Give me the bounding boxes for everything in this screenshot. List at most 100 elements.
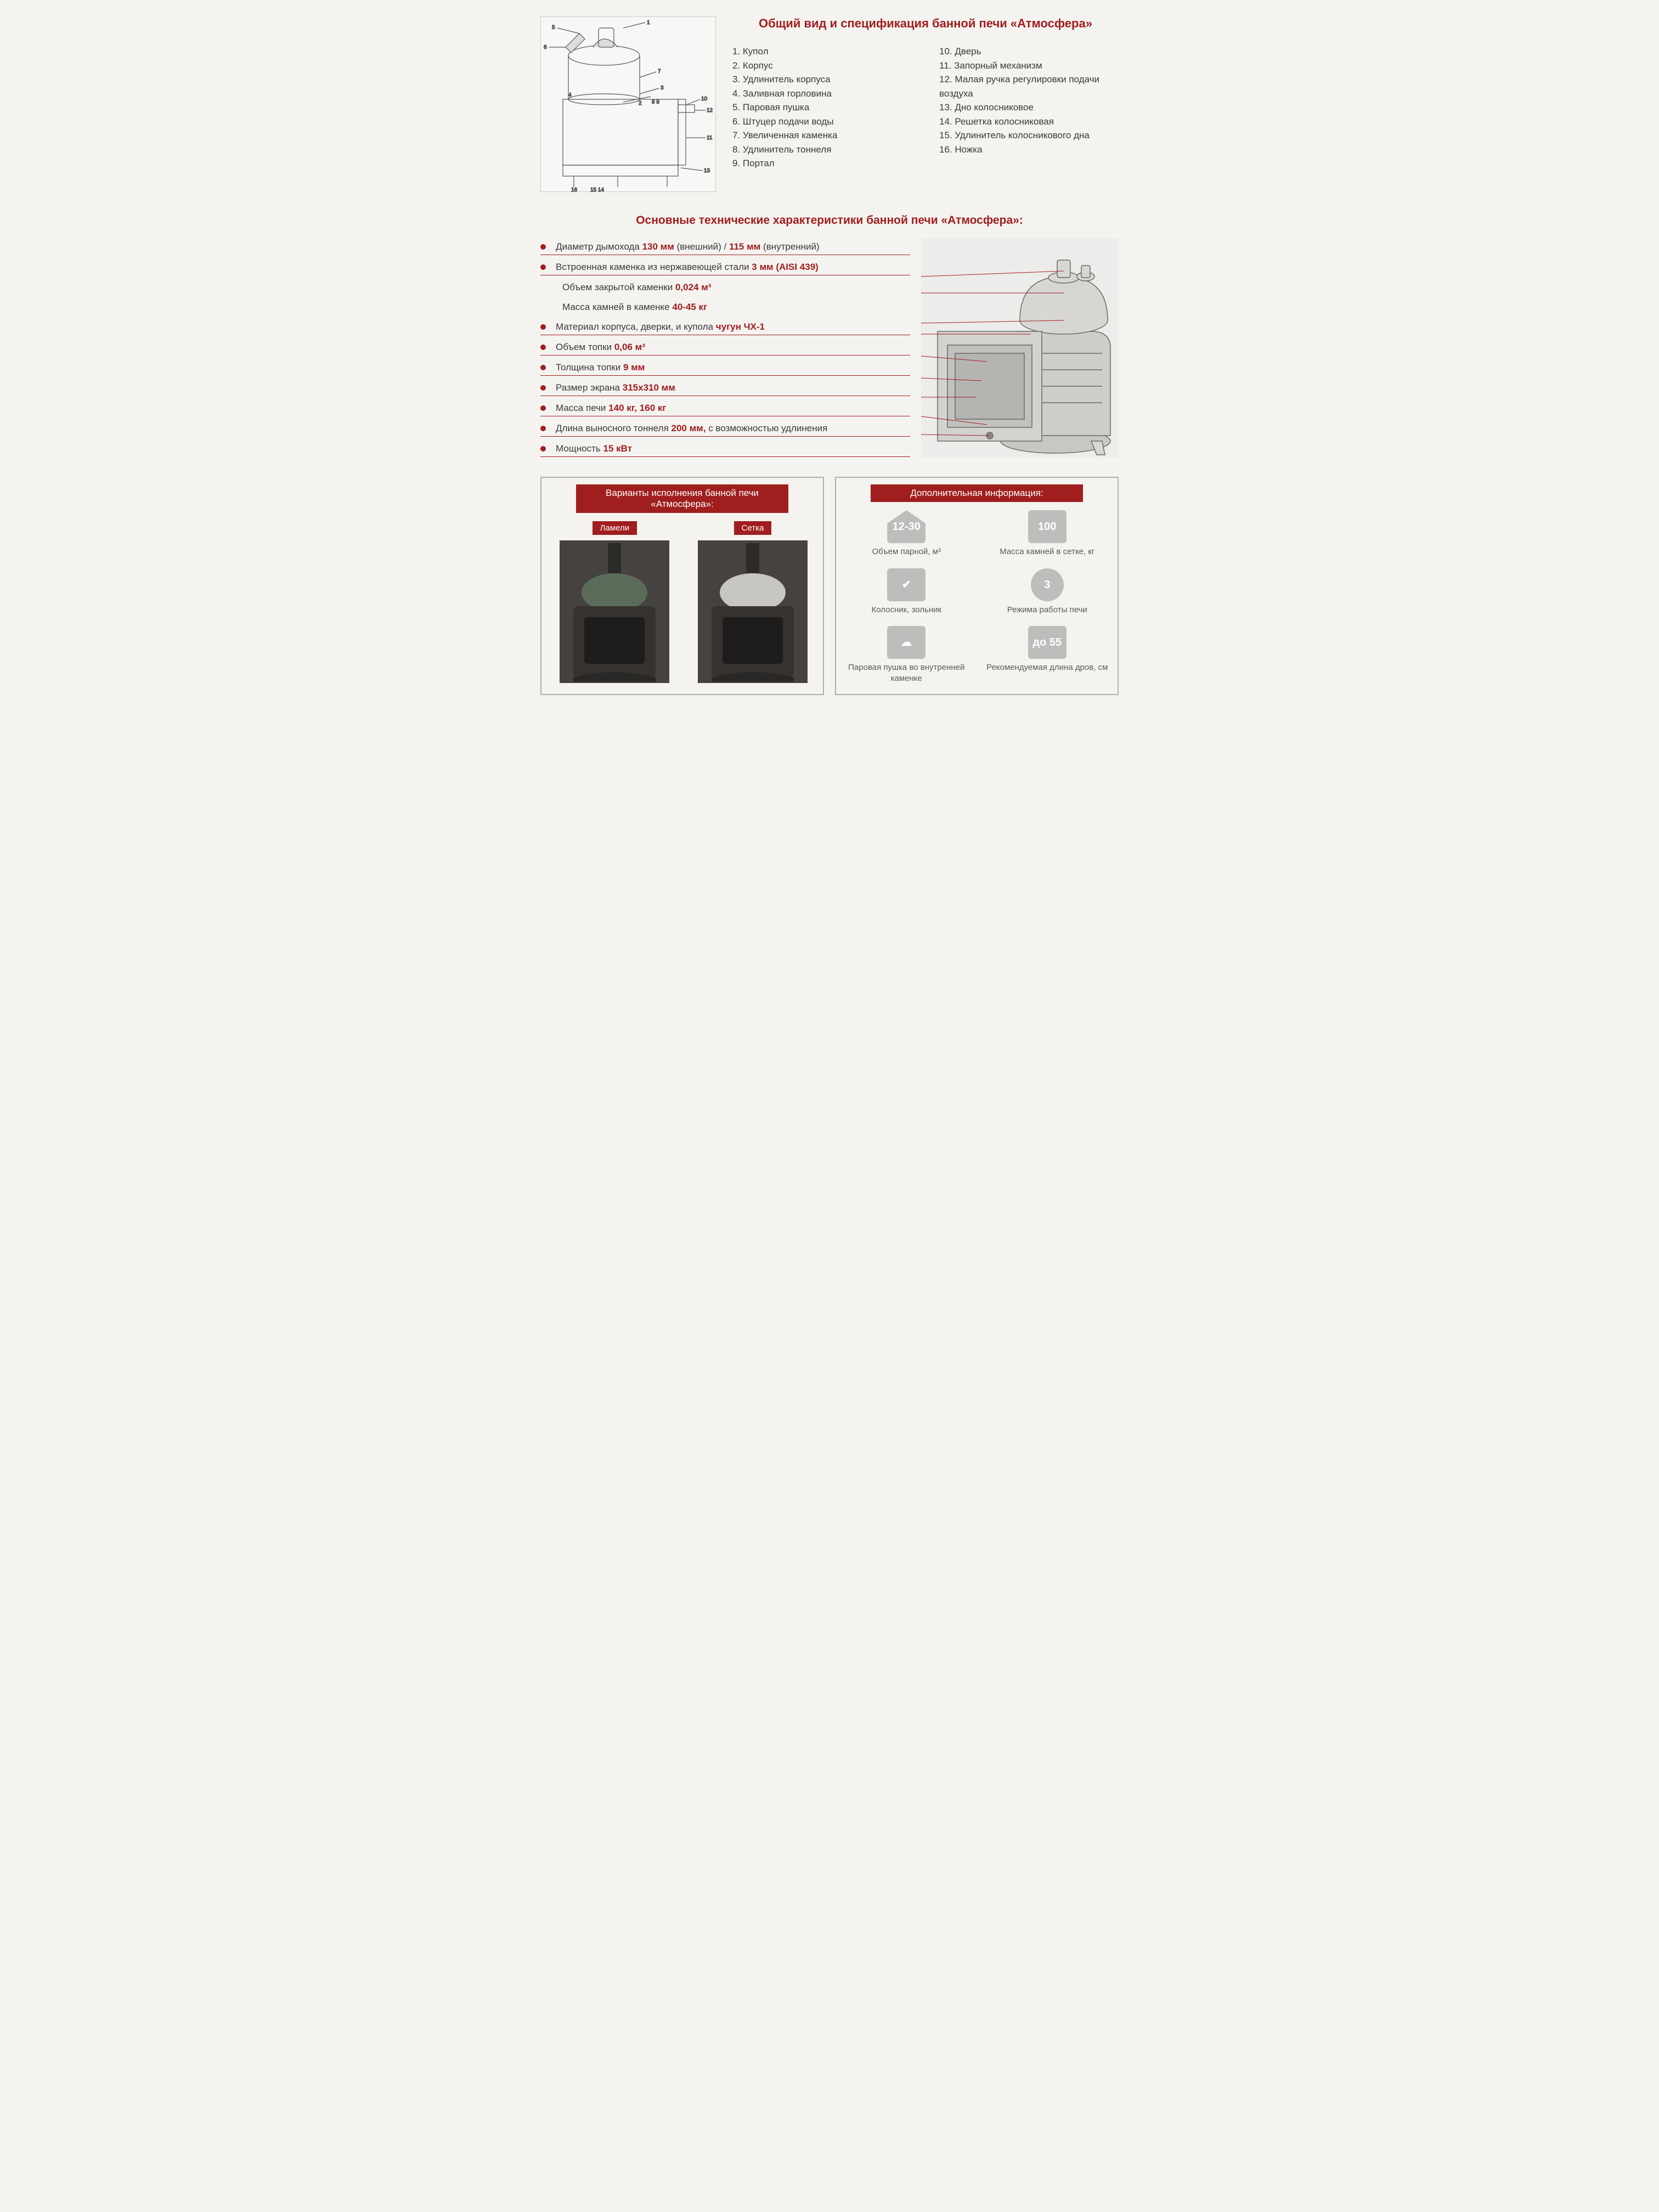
svg-text:13: 13 — [704, 168, 710, 174]
bullet-icon — [540, 365, 546, 370]
bullet-icon — [540, 345, 546, 350]
info-icon: 100 — [1028, 510, 1066, 543]
svg-text:8 9: 8 9 — [652, 99, 659, 105]
bullet-icon — [540, 324, 546, 330]
tech-line: Объем топки 0,06 м³ — [540, 338, 910, 356]
parts-list: 1. Купол2. Корпус3. Удлинитель корпуса4.… — [732, 44, 1119, 171]
variant-label: Сетка — [734, 521, 772, 535]
parts-col-2: 10. Дверь11. Запорный механизм12. Малая … — [939, 44, 1119, 171]
variants-title: Варианты исполнения банной печи «Атмосфе… — [576, 484, 788, 513]
stove-thumbnail — [560, 540, 669, 683]
svg-text:4: 4 — [568, 92, 572, 98]
tech-text: Встроенная каменка из нержавеющей стали … — [556, 262, 819, 273]
tech-text: Размер экрана 315х310 мм — [556, 382, 675, 393]
part-item: 1. Купол — [732, 44, 912, 59]
info-label: Колосник, зольник — [871, 605, 941, 616]
part-item: 2. Корпус — [732, 59, 912, 73]
info-icon: до 55 — [1028, 626, 1066, 659]
bottom-section: Варианты исполнения банной печи «Атмосфе… — [540, 477, 1119, 695]
info-icon: ☁ — [887, 626, 926, 659]
svg-text:3: 3 — [661, 85, 664, 91]
variants-box: Варианты исполнения банной печи «Атмосфе… — [540, 477, 824, 695]
tech-line: Объем закрытой каменки 0,024 м³ — [540, 279, 910, 295]
stove-thumbnail — [698, 540, 808, 683]
part-item: 4. Заливная горловина — [732, 87, 912, 101]
stove-render — [921, 238, 1119, 458]
tech-specs-section: Основные технические характеристики банн… — [540, 214, 1119, 460]
tech-line: Размер экрана 315х310 мм — [540, 379, 910, 396]
tech-line: Масса камней в каменке 40-45 кг — [540, 298, 910, 315]
info-icon: 3 — [1031, 568, 1064, 601]
tech-title: Основные технические характеристики банн… — [540, 214, 1119, 227]
svg-text:7: 7 — [658, 69, 661, 75]
part-item: 6. Штуцер подачи воды — [732, 115, 912, 129]
info-label: Масса камней в сетке, кг — [1000, 546, 1094, 557]
tech-text: Масса камней в каменке 40-45 кг — [562, 302, 707, 313]
tech-text: Масса печи 140 кг, 160 кг — [556, 403, 666, 414]
tech-line: Материал корпуса, дверки, и купола чугун… — [540, 318, 910, 335]
info-label: Режима работы печи — [1007, 605, 1087, 616]
bullet-icon — [540, 405, 546, 411]
info-cell: ✔ Колосник, зольник — [844, 568, 969, 616]
svg-text:16: 16 — [571, 187, 578, 193]
tech-line: Длина выносного тоннеля 200 мм, с возмож… — [540, 420, 910, 437]
info-label: Рекомендуемая длина дров, см — [986, 662, 1108, 673]
svg-text:6: 6 — [544, 44, 547, 50]
svg-text:12: 12 — [707, 108, 713, 114]
variant: Сетка — [691, 521, 815, 686]
info-icon: 12-30 — [887, 510, 926, 543]
info-cell: 3 Режима работы печи — [985, 568, 1110, 616]
overview-section: 1 5 6 7 3 2 8 9 10 12 11 13 16 15 14 4 О… — [540, 16, 1119, 192]
part-item: 7. Увеличенная каменка — [732, 128, 912, 143]
part-item: 3. Удлинитель корпуса — [732, 72, 912, 87]
svg-text:5: 5 — [552, 25, 555, 31]
part-item: 12. Малая ручка регулировки подачи возду… — [939, 72, 1119, 100]
bullet-icon — [540, 244, 546, 250]
part-item: 9. Портал — [732, 156, 912, 171]
variant-label: Ламели — [592, 521, 637, 535]
tech-text: Толщина топки 9 мм — [556, 362, 645, 373]
bullet-icon — [540, 264, 546, 270]
info-cell: ☁ Паровая пушка во внутренней каменке — [844, 626, 969, 684]
svg-text:2: 2 — [639, 100, 642, 106]
part-item: 14. Решетка колосниковая — [939, 115, 1119, 129]
tech-text: Мощность 15 кВт — [556, 443, 632, 454]
info-box: Дополнительная информация: 12-30 Объем па… — [835, 477, 1119, 695]
info-cell: 12-30 Объем парной, м³ — [844, 510, 969, 557]
info-title: Дополнительная информация: — [871, 484, 1082, 502]
svg-text:10: 10 — [701, 96, 708, 102]
part-item: 15. Удлинитель колосникового дна — [939, 128, 1119, 143]
tech-text: Материал корпуса, дверки, и купола чугун… — [556, 321, 765, 332]
svg-text:15 14: 15 14 — [590, 187, 604, 193]
tech-lines: Диаметр дымохода 130 мм (внешний) / 115 … — [540, 238, 910, 460]
svg-text:11: 11 — [707, 135, 713, 141]
part-item: 5. Паровая пушка — [732, 100, 912, 115]
info-label: Объем парной, м³ — [872, 546, 941, 557]
part-item: 11. Запорный механизм — [939, 59, 1119, 73]
info-cell: до 55 Рекомендуемая длина дров, см — [985, 626, 1110, 684]
info-label: Паровая пушка во внутренней каменке — [844, 662, 969, 684]
part-item: 10. Дверь — [939, 44, 1119, 59]
tech-line: Масса печи 140 кг, 160 кг — [540, 399, 910, 416]
part-item: 8. Удлинитель тоннеля — [732, 143, 912, 157]
info-icon: ✔ — [887, 568, 926, 601]
parts-col-1: 1. Купол2. Корпус3. Удлинитель корпуса4.… — [732, 44, 912, 171]
bullet-icon — [540, 385, 546, 391]
tech-line: Диаметр дымохода 130 мм (внешний) / 115 … — [540, 238, 910, 255]
svg-text:1: 1 — [647, 20, 650, 26]
tech-text: Диаметр дымохода 130 мм (внешний) / 115 … — [556, 241, 820, 252]
part-item: 16. Ножка — [939, 143, 1119, 157]
tech-text: Объем топки 0,06 м³ — [556, 342, 645, 353]
tech-text: Длина выносного тоннеля 200 мм, с возмож… — [556, 423, 827, 434]
tech-line: Встроенная каменка из нержавеющей стали … — [540, 258, 910, 275]
tech-text: Объем закрытой каменки 0,024 м³ — [562, 282, 711, 293]
schematic-drawing: 1 5 6 7 3 2 8 9 10 12 11 13 16 15 14 4 — [540, 16, 716, 192]
part-item: 13. Дно колосниковое — [939, 100, 1119, 115]
tech-line: Толщина топки 9 мм — [540, 359, 910, 376]
bullet-icon — [540, 426, 546, 431]
overview-title: Общий вид и спецификация банной печи «Ат… — [732, 16, 1119, 31]
bullet-icon — [540, 446, 546, 452]
info-cell: 100 Масса камней в сетке, кг — [985, 510, 1110, 557]
tech-line: Мощность 15 кВт — [540, 440, 910, 457]
variant: Ламели — [550, 521, 680, 686]
